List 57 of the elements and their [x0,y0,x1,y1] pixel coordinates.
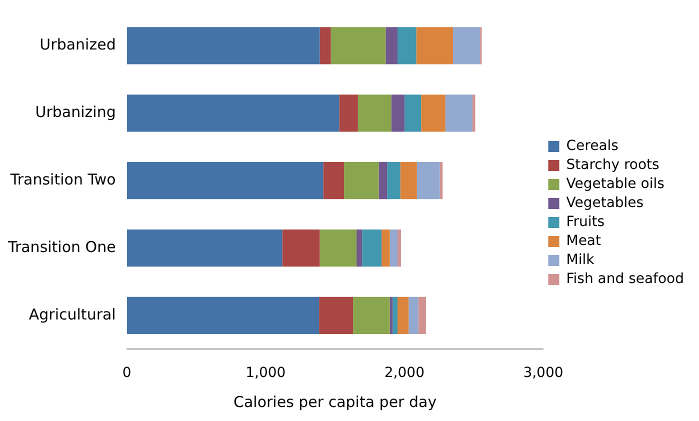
legend-label: Starchy roots [566,157,660,174]
bar [362,229,382,267]
y-tick-label: Transition Two [9,170,116,188]
bar [390,229,398,267]
bar [126,229,282,267]
legend-label: Fish and seafood [566,271,684,288]
legend-label: Milk [566,252,596,268]
bar [416,162,440,200]
bar [382,229,390,267]
bar [126,94,340,132]
legend-label: Vegetable oils [566,176,664,192]
legend-label: Fruits [566,214,605,230]
bar [453,27,480,64]
legend-label: Meat [566,233,602,250]
bar [416,27,454,64]
bar [126,27,320,64]
x-tick-label: 2,000 [384,365,424,382]
y-tick-label: Urbanized [40,36,116,54]
bar [386,27,398,64]
bar [387,162,400,200]
legend-label: Vegetables [566,195,644,212]
bar [358,94,392,132]
bar [445,94,472,132]
y-tick-label: Agricultural [28,305,116,324]
bar [330,27,386,64]
bar [126,162,324,200]
bar [390,296,393,334]
bar [320,229,357,267]
bar [400,162,417,200]
x-tick-label: 3,000 [523,365,564,382]
bar [398,296,409,334]
bar [319,296,354,334]
bar [356,229,362,267]
bar [398,27,416,64]
bar [418,296,426,334]
bar [392,296,398,334]
bar [440,162,443,200]
bar [353,296,390,334]
bar [472,94,476,132]
bar [421,94,446,132]
y-tick-label: Urbanizing [35,103,116,122]
bar [404,94,422,132]
bar [323,162,344,200]
y-tick-label: Transition One [6,238,116,256]
x-tick-label: 1,000 [246,365,286,382]
bar [391,94,404,132]
bar [339,94,358,132]
bar [344,162,379,200]
legend-label: Cereals [566,138,618,154]
bar [398,229,401,267]
x-axis-title: Calories per capita per day [233,392,437,411]
bar [378,162,388,200]
bar [282,229,320,267]
x-tick-label: 0 [122,365,132,382]
bar [408,296,418,334]
bar [320,27,331,64]
bar [126,296,320,334]
